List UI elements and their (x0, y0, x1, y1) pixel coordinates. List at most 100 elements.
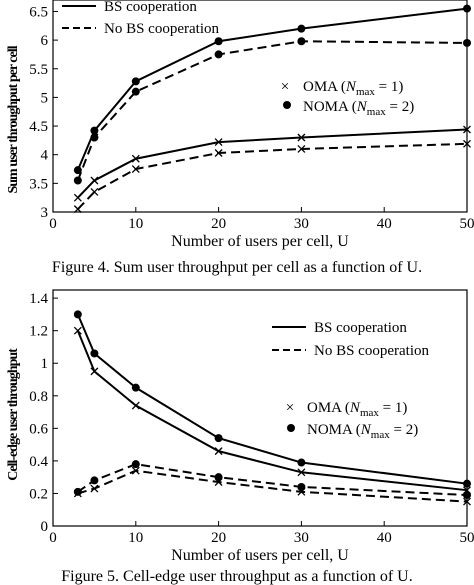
fig5-ytick-label: 1.2 (29, 324, 48, 340)
fig5-series-oma-solid-line (76, 330, 468, 492)
fig4-xtick-label: 0 (49, 216, 57, 232)
fig4-point-dot (73, 166, 82, 175)
fig4-legend-dashed-label: No BS cooperation (104, 21, 219, 37)
fig5-ytick-label: 1 (41, 356, 49, 372)
fig4-point-x (131, 154, 140, 163)
fig5-point-dot (297, 458, 306, 467)
fig5-ytick-label: 0 (41, 519, 49, 535)
fig5-ylabel: Cell-edge user throughput (6, 348, 21, 481)
fig4-point-dot (73, 176, 82, 185)
fig5-ytick-label: 0.2 (29, 486, 48, 502)
fig4-xtick-label: 30 (294, 216, 309, 232)
fig5-point-x (131, 466, 140, 475)
fig4-point-x (297, 133, 306, 142)
fig5-point-dot (131, 460, 140, 469)
fig5-point-x (214, 447, 223, 456)
fig5-point-x (73, 489, 82, 498)
fig4-point-x (131, 165, 140, 173)
fig5-series-oma-dashed-line (77, 469, 468, 503)
fig4-point-dot (90, 126, 99, 135)
fig4-point-x (214, 138, 223, 147)
fig5-xtick-label: 40 (377, 530, 392, 546)
fig4-point-x (90, 187, 99, 196)
figure-5: Cell-edge user throughput 0 10 20 30 40 50 0 0.… (6, 289, 474, 585)
fig4-point-x (73, 193, 82, 202)
fig4-legend-dot-marker (283, 101, 291, 109)
fig5-point-x (297, 487, 306, 496)
fig4-series (73, 4, 471, 214)
fig4-xtick-label: 40 (377, 216, 392, 232)
fig4-ytick-label: 5.5 (29, 62, 48, 78)
fig4-point-dot (90, 133, 99, 142)
fig5-xlabel: Number of users per cell, U (171, 547, 349, 564)
fig5-point-dot (131, 383, 140, 392)
fig4-series-oma-dashed-line (77, 142, 468, 210)
fig5-point-x (214, 478, 223, 487)
fig4-ytick-label: 4 (41, 148, 49, 164)
fig5-point-x (90, 484, 99, 493)
fig4-xtick-label: 20 (211, 216, 226, 232)
fig4-caption: Figure 4. Sum user throughput per cell a… (52, 259, 422, 276)
fig4-point-x (214, 149, 223, 157)
fig5-xtick-label: 30 (294, 530, 309, 546)
fig5-point-dot (214, 434, 223, 443)
fig4-point-x (297, 145, 306, 153)
fig5-point-x (131, 401, 140, 410)
fig5-legend: BS cooperation No BS cooperation × OMA (… (272, 320, 429, 441)
fig4-xtick-label: 10 (128, 216, 143, 232)
fig4-point-x (90, 176, 99, 185)
fig5-legend-x-marker: × (286, 400, 294, 416)
fig5-caption: Figure 5. Cell-edge user throughput as a… (61, 568, 412, 585)
fig5-legend-solid-label: BS cooperation (314, 320, 407, 336)
fig4-point-dot (131, 77, 140, 86)
fig4-ytick-label: 6.5 (29, 4, 48, 20)
fig5-point-dot (90, 349, 99, 358)
fig5-legend-dashed-label: No BS cooperation (314, 343, 429, 359)
fig5-ticks: 0 10 20 30 40 50 0 0.2 0.4 0.6 0.8 1 1.2 1.4 (29, 291, 474, 546)
fig5-xtick-label: 10 (128, 530, 143, 546)
fig4-ytick-label: 4.5 (29, 119, 48, 135)
fig5-xtick-label: 0 (49, 530, 57, 546)
fig5-ytick-label: 0.6 (29, 421, 48, 437)
fig5-point-dot (90, 476, 99, 485)
fig4-legend-solid-label: BS cooperation (104, 0, 197, 15)
fig5-legend-oma-label: OMA (Nmax = 1) (307, 400, 407, 419)
fig4-plot-frame (52, 0, 468, 213)
fig5-xtick-label: 50 (460, 530, 474, 546)
fig5-ytick-label: 0.4 (29, 454, 48, 470)
fig4-legend: BS cooperation No BS cooperation × OMA (… (62, 0, 414, 118)
fig4-xtick-label: 50 (460, 216, 474, 232)
fig5-point-x (90, 367, 99, 376)
fig5-point-x (297, 468, 306, 477)
fig4-point-dot (214, 37, 223, 46)
fig5-series (73, 310, 471, 506)
fig5-point-dot (73, 310, 82, 319)
fig4-legend-noma-label: NOMA (Nmax = 2) (303, 99, 414, 118)
fig4-ytick-label: 6 (41, 33, 49, 49)
fig4-legend-oma-label: OMA (Nmax = 1) (303, 79, 403, 98)
fig4-series-oma-solid-line (77, 128, 468, 199)
fig5-series-noma-solid-line (76, 314, 468, 485)
fig4-series-noma-dashed-line (76, 40, 468, 181)
fig5-ytick-label: 1.4 (29, 291, 48, 307)
fig4-ytick-label: 3 (41, 205, 49, 221)
fig4-point-dot (297, 24, 306, 33)
fig5-xtick-label: 20 (211, 530, 226, 546)
fig4-ylabel: Sum user throughput per cell (6, 45, 21, 193)
fig4-point-dot (297, 37, 306, 46)
fig4-ytick-label: 5 (41, 90, 49, 106)
figure-4: Sum user throughput per cell 0 10 20 30 40 50… (6, 0, 474, 276)
fig5-series-noma-dashed-line (77, 463, 468, 497)
fig5-legend-noma-label: NOMA (Nmax = 2) (307, 422, 418, 441)
fig4-point-dot (214, 50, 223, 59)
fig4-xlabel: Number of users per cell, U (171, 233, 349, 250)
fig5-legend-dot-marker (287, 424, 295, 432)
fig5-plot-frame (52, 289, 468, 527)
fig5-point-x (73, 326, 82, 335)
fig4-legend-x-marker: × (281, 79, 289, 95)
fig4-ytick-label: 3.5 (29, 176, 48, 192)
fig5-ytick-label: 0.8 (29, 389, 48, 405)
fig4-point-dot (131, 87, 140, 96)
fig4-ticks: 0 10 20 30 40 50 3 3.5 4 4.5 5 5.5 6 6.5 (29, 4, 474, 232)
